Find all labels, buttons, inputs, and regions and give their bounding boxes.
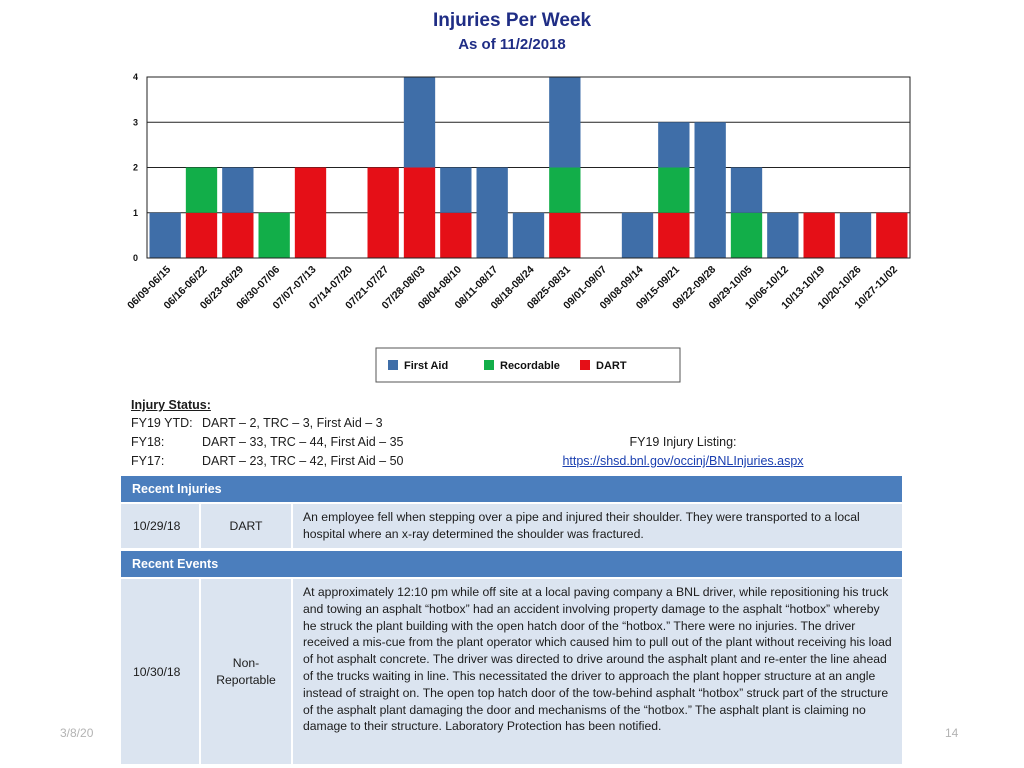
legend-swatch-recordable (484, 360, 494, 370)
bar-first-aid-09-22-09-28 (694, 122, 726, 258)
recent-injuries-header: Recent Injuries (121, 476, 902, 502)
injury-description-cell: An employee fell when stepping over a pi… (293, 504, 902, 548)
bar-recordable-09-29-10-05 (730, 212, 763, 258)
bar-dart-08-25-08-31 (549, 212, 581, 258)
page-number: 14 (945, 726, 959, 740)
table-row: 10/30/18 Non-Reportable At approximately… (121, 579, 902, 764)
legend-swatch-dart (580, 360, 590, 370)
y-tick-label: 3 (133, 117, 138, 127)
bar-first-aid-08-04-08-10 (440, 167, 472, 213)
legend-label-recordable: Recordable (500, 360, 560, 372)
bar-first-aid-08-18-08-24 (512, 212, 545, 258)
legend-box (375, 347, 681, 383)
status-value-fy19: DART – 2, TRC – 3, First Aid – 3 (202, 416, 383, 430)
bar-dart-06-16-06-22 (185, 212, 218, 258)
bar-dart-08-04-08-10 (440, 212, 472, 258)
event-type-cell: Non-Reportable (201, 579, 291, 764)
legend-item-recordable: Recordable (484, 360, 560, 372)
status-value-fy17: DART – 23, TRC – 42, First Aid – 50 (202, 454, 404, 468)
footer-date: 3/8/20 (60, 726, 94, 740)
event-date-cell: 10/30/18 (121, 579, 199, 764)
table-row: 10/29/18 DART An employee fell when step… (121, 504, 902, 548)
y-tick-label: 0 (133, 253, 138, 263)
bar-recordable-06-30-07-06 (258, 212, 290, 258)
bar-first-aid-08-25-08-31 (549, 77, 581, 168)
chart-title: Injuries Per Week (432, 10, 592, 31)
bar-first-aid-08-11-08-17 (476, 167, 508, 258)
injuries-chart: 0123406/09-06/1506/16-06/2206/23-06/2906… (125, 72, 911, 383)
chart-subtitle: As of 11/2/2018 (458, 36, 566, 53)
bar-first-aid-10-06-10-12 (767, 212, 799, 258)
bar-dart-06-23-06-29 (222, 212, 254, 258)
legend-swatch-first-aid (388, 360, 398, 370)
bar-first-aid-06-09-06-15 (149, 212, 181, 258)
y-tick-label: 1 (133, 208, 138, 218)
bar-first-aid-06-23-06-29 (222, 167, 254, 213)
y-tick-label: 2 (133, 163, 138, 173)
legend-label-first-aid: First Aid (404, 360, 448, 372)
bar-dart-10-27-11-02 (876, 212, 908, 258)
status-label-fy19: FY19 YTD: (131, 416, 193, 430)
bar-recordable-09-15-09-21 (658, 167, 690, 213)
injury-type-cell: DART (201, 504, 291, 548)
legend-item-dart: DART (580, 360, 627, 372)
bar-first-aid-09-08-09-14 (621, 212, 654, 258)
bar-first-aid-07-28-08-03 (403, 77, 436, 168)
status-value-fy18: DART – 33, TRC – 44, First Aid – 35 (202, 435, 404, 449)
injury-listing-label: FY19 Injury Listing: (629, 435, 737, 449)
y-tick-label: 4 (133, 72, 138, 82)
status-label-fy18: FY18: (131, 435, 165, 449)
bar-dart-07-21-07-27 (367, 167, 399, 258)
bar-dart-09-15-09-21 (658, 212, 690, 258)
status-label-fy17: FY17: (131, 454, 165, 468)
event-description-cell: At approximately 12:10 pm while off site… (293, 579, 902, 764)
injury-status-heading: Injury Status: (131, 398, 211, 412)
injury-listing-link[interactable]: https://shsd.bnl.gov/occinj/BNLInjuries.… (562, 454, 804, 468)
bar-first-aid-10-20-10-26 (839, 212, 872, 258)
bar-recordable-08-25-08-31 (549, 167, 581, 213)
injury-date-cell: 10/29/18 (121, 504, 199, 548)
recent-events-header: Recent Events (121, 551, 902, 577)
bar-recordable-06-16-06-22 (185, 167, 218, 213)
bar-dart-10-13-10-19 (803, 212, 835, 258)
bar-first-aid-09-15-09-21 (658, 122, 690, 168)
bar-first-aid-09-29-10-05 (730, 167, 763, 213)
plot-frame (146, 76, 911, 259)
bar-dart-07-07-07-13 (294, 167, 327, 258)
bar-dart-07-28-08-03 (403, 167, 436, 258)
legend-label-dart: DART (596, 360, 627, 372)
legend-item-first-aid: First Aid (388, 360, 448, 372)
